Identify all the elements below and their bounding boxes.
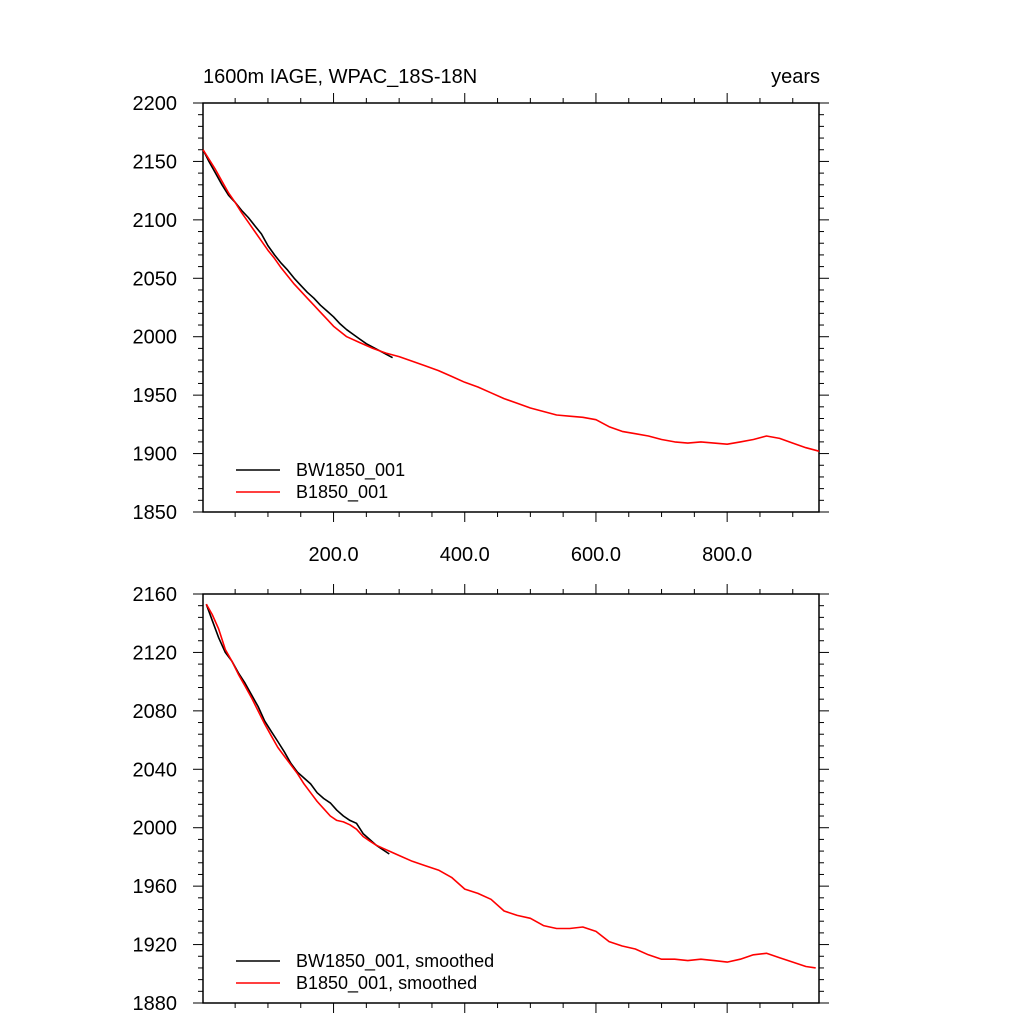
y-tick-label: 2000 xyxy=(133,818,178,840)
bottom-chart: 1880 1920 1960 2000 2040 2080 2120 2160 BW1850_… xyxy=(133,584,829,1015)
y-tick-label: 1900 xyxy=(133,444,178,466)
top-chart-title: 1600m IAGE, WPAC_18S-18N xyxy=(203,66,477,88)
bottom-y-tick-labels: 1880 1920 1960 2000 2040 2080 2120 2160 xyxy=(133,584,178,1015)
bottom-plot-frame xyxy=(202,593,820,1004)
y-tick-label: 1960 xyxy=(133,876,178,898)
series-line-b1850-001 xyxy=(202,149,820,452)
bottom-series xyxy=(205,603,816,969)
series-line-b1850-001-smoothed xyxy=(205,603,816,969)
y-tick-label: 2200 xyxy=(133,93,178,115)
top-plot-frame xyxy=(202,102,820,513)
y-tick-label: 2150 xyxy=(133,151,178,173)
x-tick-label: 400.0 xyxy=(440,544,490,566)
top-chart: 1600m IAGE, WPAC_18S-18N years 185019001… xyxy=(133,66,829,566)
top-legend: BW1850_001 B1850_001 xyxy=(236,460,405,503)
x-tick-label: 200.0 xyxy=(309,544,359,566)
top-chart-units: years xyxy=(771,66,820,88)
legend-label-bw1850: BW1850_001 xyxy=(296,460,405,481)
legend-label-b1850-smoothed: B1850_001, smoothed xyxy=(296,973,477,994)
bottom-legend: BW1850_001, smoothed B1850_001, smoothed xyxy=(236,951,494,994)
y-tick-label: 2000 xyxy=(133,327,178,349)
series-line-bw1850-001 xyxy=(202,149,393,359)
x-tick-label: 600.0 xyxy=(571,544,621,566)
top-series xyxy=(202,149,820,452)
y-tick-label: 2050 xyxy=(133,268,178,290)
y-tick-label: 2120 xyxy=(133,642,178,664)
y-tick-label: 2160 xyxy=(133,584,178,606)
series-line-bw1850-001-smoothed xyxy=(205,603,390,855)
top-ticks xyxy=(193,93,829,522)
y-tick-label: 1920 xyxy=(133,935,178,957)
top-y-tick-labels: 1850 1900 1950 2000 2050 2100 2150 2200 xyxy=(133,93,178,524)
y-tick-label: 1880 xyxy=(133,993,178,1015)
legend-label-b1850: B1850_001 xyxy=(296,482,388,503)
top-x-tick-labels: 200.0 400.0 600.0 800.0 xyxy=(309,544,753,566)
y-tick-label: 1850 xyxy=(133,502,178,524)
y-tick-label: 2040 xyxy=(133,759,178,781)
legend-label-bw1850-smoothed: BW1850_001, smoothed xyxy=(296,951,494,972)
y-tick-label: 1950 xyxy=(133,385,178,407)
x-tick-label: 800.0 xyxy=(702,544,752,566)
y-tick-label: 2080 xyxy=(133,701,178,723)
bottom-ticks xyxy=(193,584,829,1013)
y-tick-label: 2100 xyxy=(133,210,178,232)
